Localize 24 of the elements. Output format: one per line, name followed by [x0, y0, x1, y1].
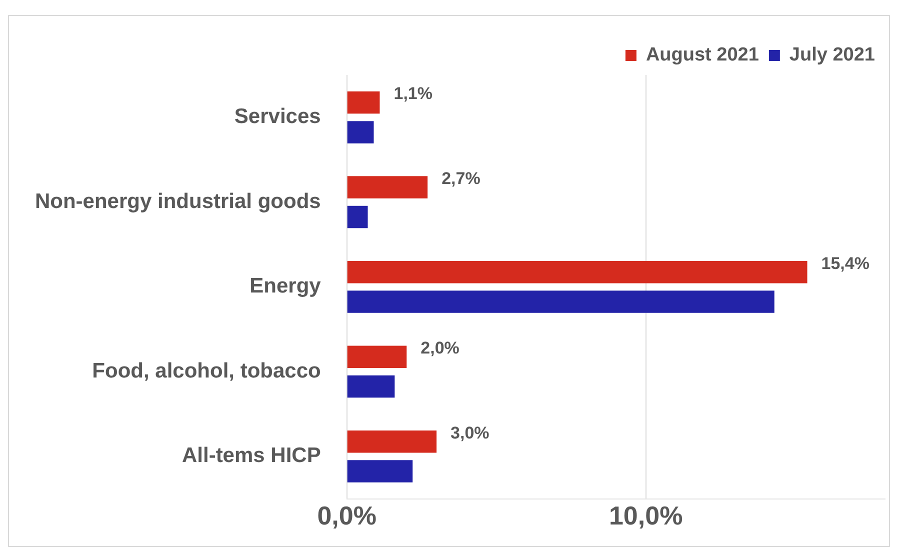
legend-label: July 2021: [789, 44, 876, 66]
data-label: 3,0%: [450, 423, 490, 442]
bar: [347, 290, 774, 313]
data-label: 15,4%: [821, 254, 870, 273]
bar: [347, 375, 395, 398]
legend-label: August 2021: [646, 44, 760, 66]
bar: [347, 206, 368, 228]
y-tick-label: Energy: [250, 274, 322, 298]
bar: [347, 346, 407, 368]
data-label: 1,1%: [394, 84, 432, 104]
bar: [347, 460, 413, 482]
bar: [347, 176, 428, 198]
bar: [347, 121, 374, 144]
y-tick-label: Non-energy industrial goods: [34, 190, 321, 213]
data-label: 2,0%: [420, 338, 460, 358]
x-tick-label: 0,0%: [317, 500, 376, 531]
y-tick-label: Services: [234, 105, 321, 128]
bar: [347, 91, 380, 114]
bar: [347, 260, 808, 284]
y-tick-label: Food, alcohol, tobacco: [92, 359, 321, 382]
y-tick-label: All-tems HICP: [182, 444, 321, 468]
bar: [347, 430, 437, 453]
x-tick-label: 10,0%: [608, 500, 683, 531]
data-label: 2,7%: [442, 168, 480, 188]
